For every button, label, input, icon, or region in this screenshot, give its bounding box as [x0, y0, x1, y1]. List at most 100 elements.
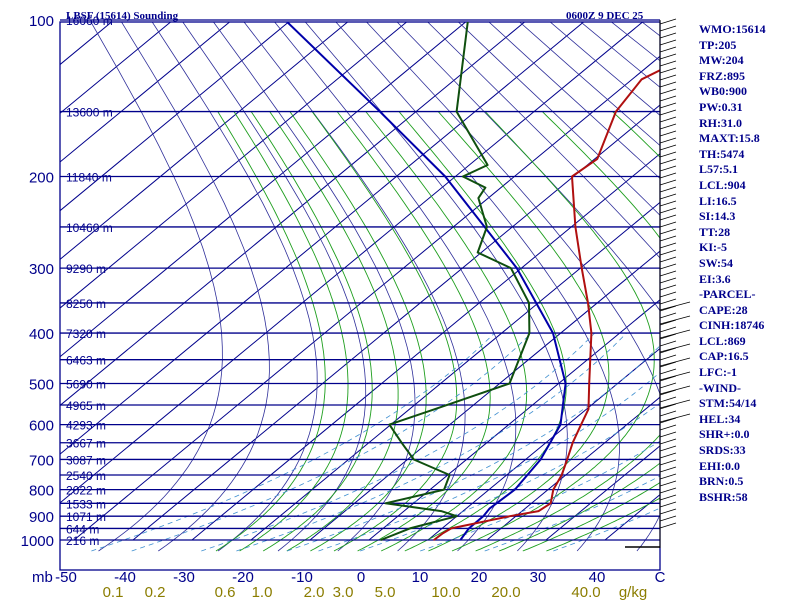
dewpoint-curve-point	[388, 424, 390, 426]
wind-barb	[659, 60, 677, 67]
temperature-curve	[433, 69, 660, 541]
temperature-tick-label: 30	[530, 569, 547, 586]
index-item: TP:205	[699, 37, 737, 52]
wind-barb	[659, 186, 677, 193]
wind-barb	[659, 480, 677, 487]
wind-barb	[659, 284, 677, 291]
temperature-curve-point	[450, 527, 452, 530]
height-label: 4293 m	[66, 419, 106, 433]
index-item: -WIND-	[699, 380, 741, 395]
wind-barb	[659, 438, 677, 445]
temperature-tick-label: -10	[291, 569, 313, 586]
pressure-tick-label: 200	[29, 170, 54, 187]
mixing-ratio-line	[201, 332, 595, 552]
temperature-curve-point	[678, 61, 679, 62]
wind-barb	[659, 214, 677, 221]
wind-barb	[659, 399, 691, 409]
height-label: 6463 m	[66, 354, 106, 368]
parcel-curve-point	[379, 111, 381, 113]
mixing-ratio-line	[420, 440, 660, 552]
height-label: 1071 m	[66, 510, 106, 524]
isotherm-line	[60, 22, 408, 309]
wind-barb	[659, 200, 677, 207]
wind-barb	[659, 32, 677, 39]
temperature-curve-point	[561, 474, 563, 476]
isotherm-line	[73, 55, 660, 541]
parcel-curve-point	[444, 175, 446, 178]
wind-barb	[659, 172, 677, 179]
temperature-curve-point	[580, 424, 582, 426]
dewpoint-curve-point	[508, 382, 511, 385]
index-item: LCL:904	[699, 177, 746, 192]
wind-barb	[659, 179, 677, 186]
temperature-curve-point	[442, 532, 444, 534]
wind-barb	[659, 137, 677, 144]
pressure-tick-label: 800	[29, 483, 54, 500]
isotherm-line	[427, 347, 660, 541]
wind-barb	[659, 109, 677, 116]
wind-barb	[659, 67, 677, 74]
dry-adiabat-line	[792, 20, 800, 551]
dewpoint-curve-point	[487, 164, 489, 166]
dry-adiabat-line	[304, 22, 568, 552]
temperature-curve-point	[433, 539, 435, 541]
wind-barb	[659, 445, 677, 452]
temperature-curve-point	[692, 19, 693, 20]
dewpoint-curve-point	[484, 187, 486, 189]
height-label: 7320 m	[66, 327, 106, 341]
wind-barb	[659, 354, 677, 361]
dry-adiabat-line	[243, 22, 466, 552]
parcel-curve-point	[468, 527, 470, 530]
dry-adiabat-line	[396, 22, 660, 312]
mixing-ratio-line	[236, 332, 627, 552]
mixing-ratio-label: 10.0	[431, 584, 460, 600]
mixing-ratio-line	[318, 371, 660, 552]
parcel-curve-point	[488, 508, 491, 510]
wind-barb	[659, 158, 677, 165]
temperature-curve-point	[588, 382, 590, 385]
dewpoint-curve-point	[456, 111, 458, 113]
wind-barb	[659, 207, 677, 214]
wind-barb	[659, 263, 677, 270]
isobars	[59, 19, 661, 571]
wind-barb	[659, 431, 677, 438]
dewpoint-curve-point	[440, 510, 442, 512]
dry-adiabat-line	[274, 22, 517, 552]
dry-adiabat-line	[762, 20, 800, 551]
parcel-curve-point	[565, 382, 567, 385]
index-item: RH:31.0	[699, 115, 742, 130]
wind-barb	[659, 74, 677, 81]
wind-barb	[659, 424, 677, 431]
index-item: SW:54	[699, 255, 734, 270]
dewpoint-curve-point	[434, 408, 436, 410]
pressure-tick-label: 300	[29, 261, 54, 278]
parcel-curve-point	[552, 332, 554, 334]
parcel-curve-point	[514, 489, 516, 491]
wind-barb	[659, 235, 677, 242]
temperature-curve-point	[537, 510, 540, 512]
wind-barb	[659, 487, 677, 494]
temperature-curve-point	[587, 302, 589, 304]
chart-time: 0600Z 9 DEC 25	[566, 10, 644, 22]
wind-barb	[659, 368, 677, 375]
wind-barb	[659, 102, 677, 109]
dewpoint-curve-point	[456, 515, 458, 517]
pressure-tick-label: 100	[29, 13, 54, 30]
dewpoint-curve-point	[510, 267, 512, 269]
parcel-curve-point	[540, 458, 542, 461]
dry-adiabat-line	[212, 22, 416, 552]
wind-barb	[659, 116, 677, 123]
wind-barb	[659, 382, 677, 389]
axis-labels: 16060 m 13600 m 11840 m 10460 m 9290 m 8250 m…	[21, 13, 666, 600]
mixing-ratio-label: 0.2	[145, 584, 166, 600]
height-label: 4965 m	[66, 399, 106, 413]
height-label: 3087 m	[66, 453, 106, 467]
temperature-curve-point	[590, 332, 593, 334]
wind-barb	[659, 473, 677, 480]
dewpoint-curve-point	[486, 226, 488, 228]
wind-barb	[659, 81, 677, 88]
isotherm-line	[60, 22, 290, 212]
dewpoint-curve-point	[443, 489, 445, 491]
index-item: MAXT:15.8	[699, 131, 760, 146]
mixing-ratio-label: 0.1	[103, 584, 124, 600]
